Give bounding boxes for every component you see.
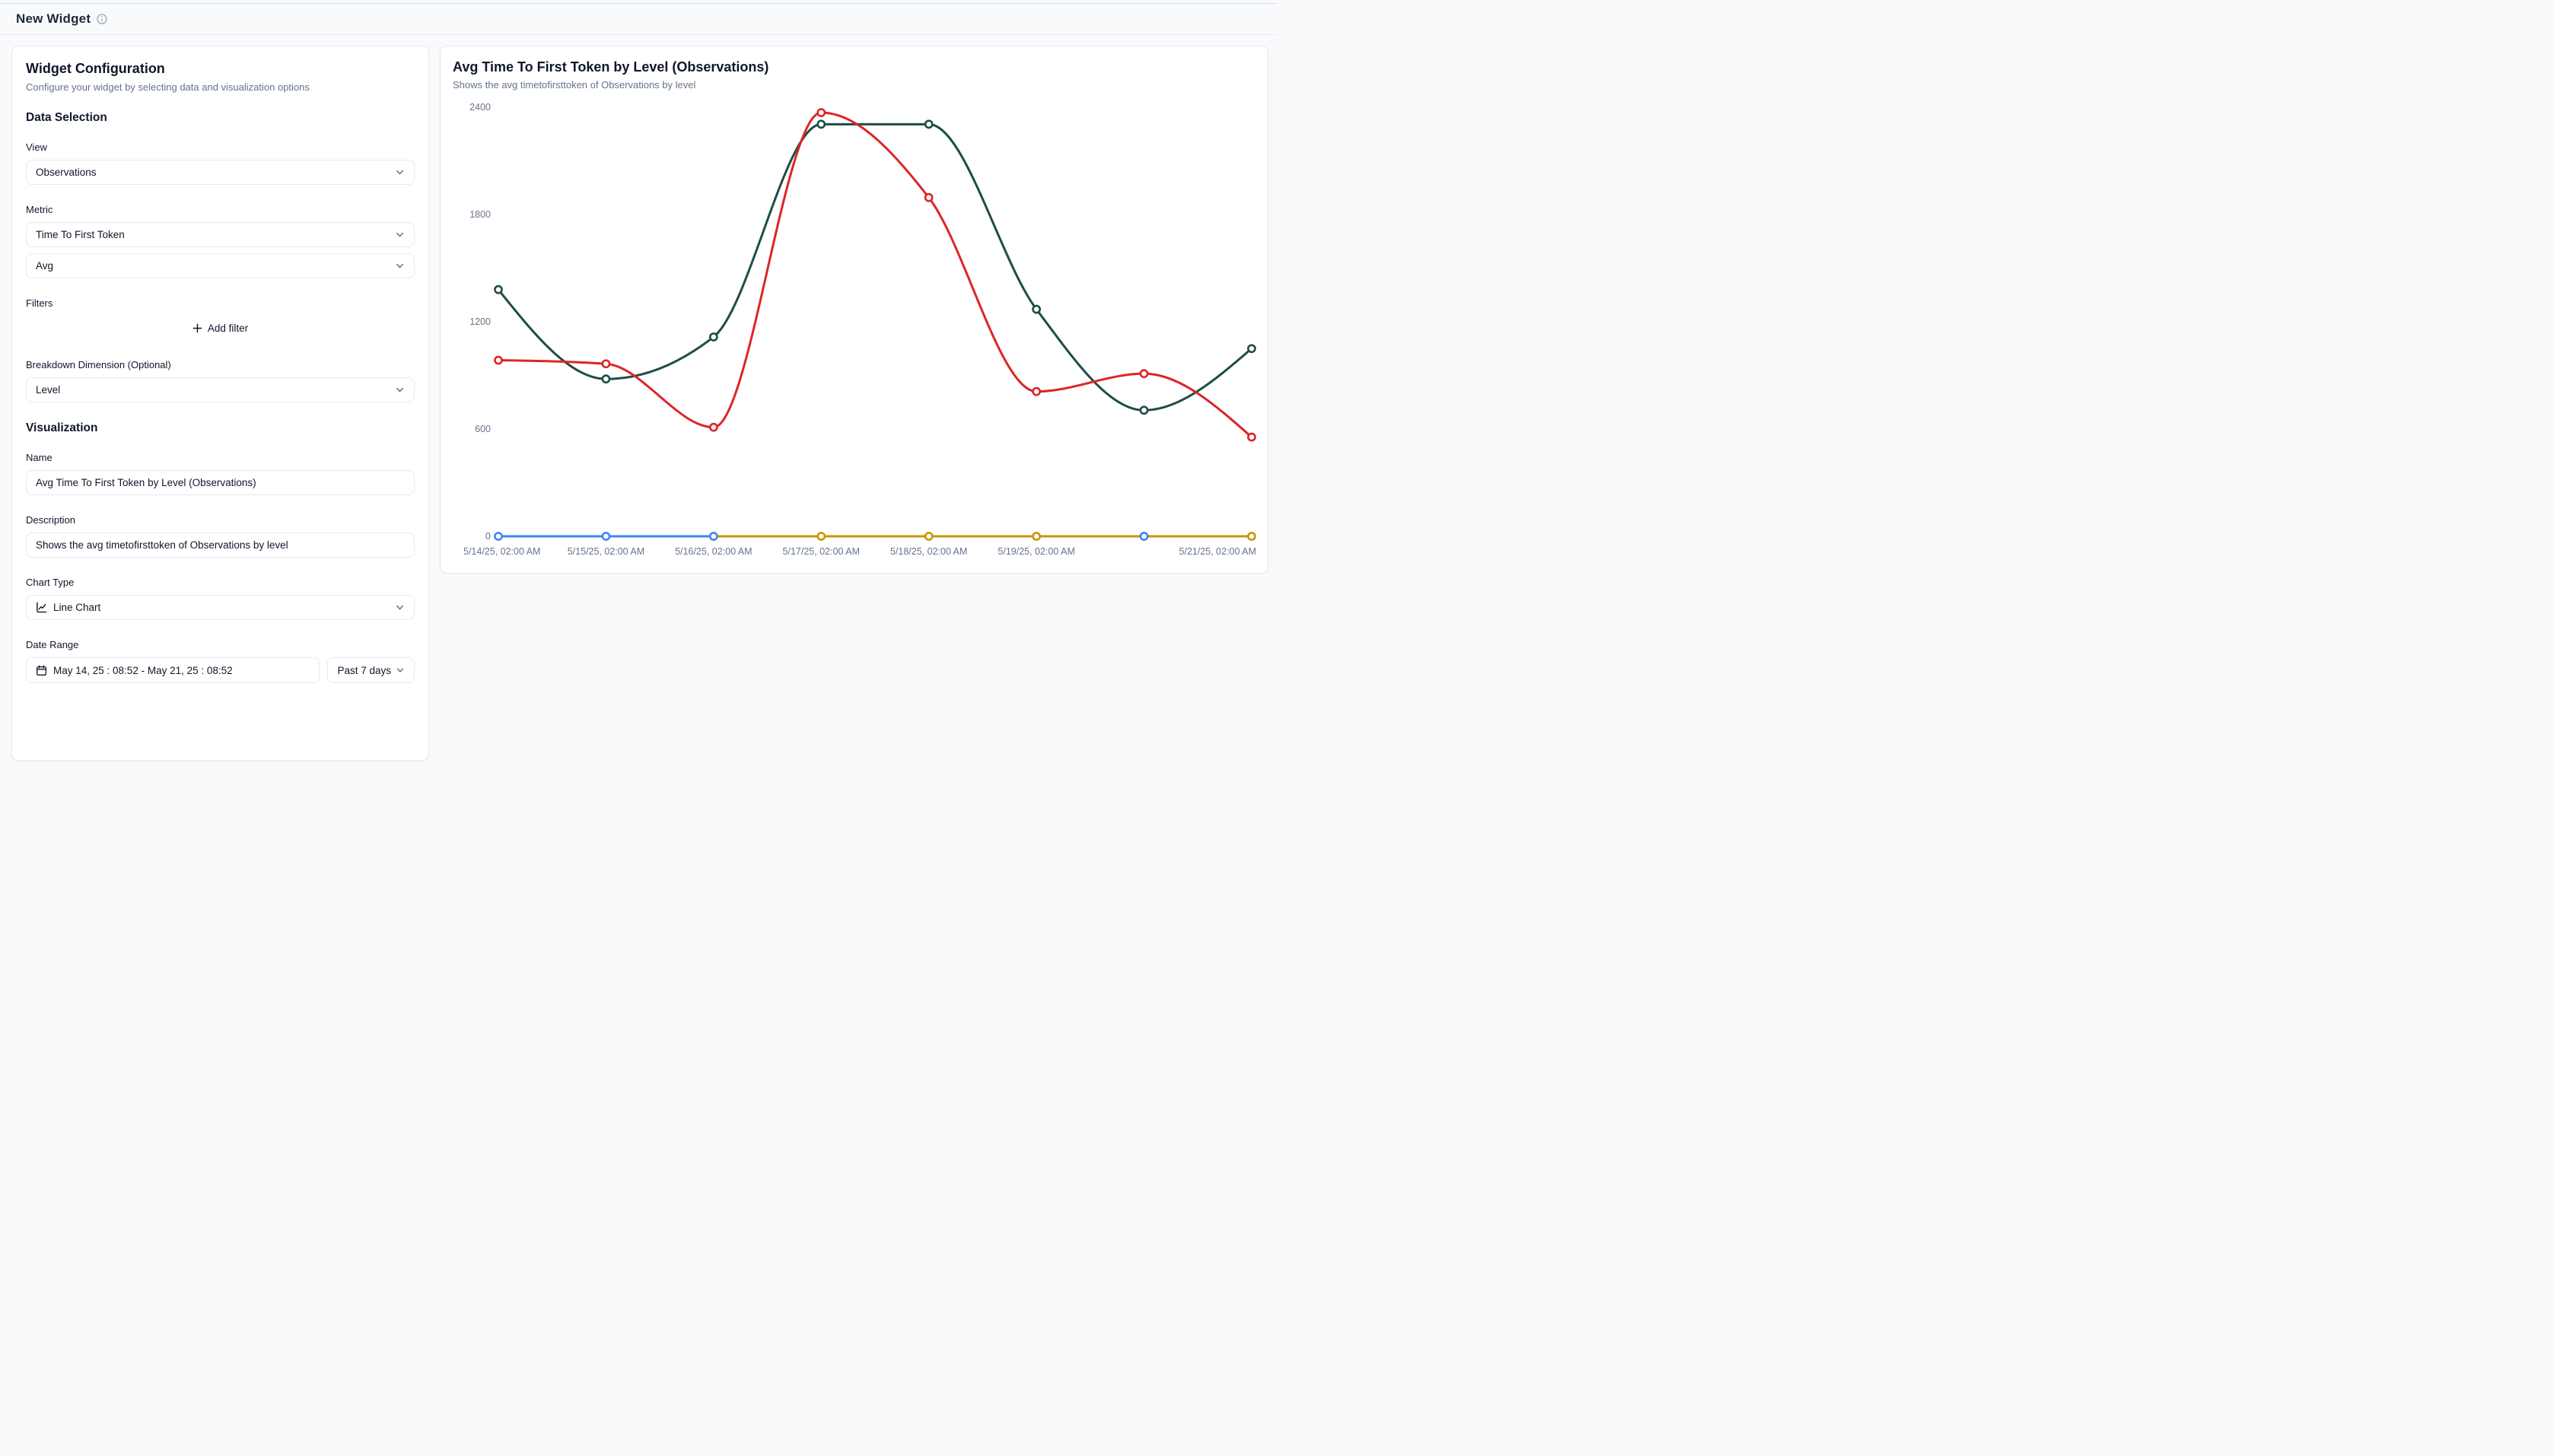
metric-select[interactable]: Time To First Token (26, 222, 415, 247)
series-red-line (498, 111, 1252, 438)
chevron-down-icon (396, 666, 405, 675)
chart-type-field: Chart Type Line Chart (26, 577, 415, 620)
x-axis-label: 5/18/25, 02:00 AM (890, 546, 967, 557)
chart-title: Avg Time To First Token by Level (Observ… (453, 59, 769, 75)
series-red-point[interactable] (1032, 386, 1042, 396)
series-blue-point[interactable] (1139, 532, 1149, 541)
series-teal-point[interactable] (1139, 405, 1149, 415)
metric-select-value: Time To First Token (36, 229, 125, 240)
chevron-down-icon (395, 230, 405, 240)
chart-preview-panel: Avg Time To First Token by Level (Observ… (440, 46, 1268, 574)
y-axis-label: 1800 (469, 209, 491, 220)
view-select[interactable]: Observations (26, 160, 415, 185)
panel-title: Widget Configuration (26, 61, 165, 76)
filters-field: Filters Add filter (26, 297, 415, 340)
section-visualization: Visualization (26, 421, 98, 434)
series-teal-point[interactable] (494, 285, 503, 294)
series-teal-point[interactable] (601, 374, 611, 384)
series-teal-line (497, 122, 1252, 412)
series-amber-point[interactable] (1032, 532, 1042, 541)
breakdown-select-value: Level (36, 384, 61, 396)
date-preset-value: Past 7 days (337, 664, 391, 676)
name-input[interactable] (26, 470, 415, 495)
add-filter-label: Add filter (207, 322, 249, 334)
view-select-value: Observations (36, 167, 97, 178)
y-axis-label: 600 (475, 424, 491, 434)
x-axis-label: 5/17/25, 02:00 AM (783, 546, 860, 557)
y-axis-label: 2400 (469, 102, 491, 113)
description-label: Description (26, 514, 76, 526)
chart-type-select[interactable]: Line Chart (26, 595, 415, 620)
x-axis-label: 5/15/25, 02:00 AM (568, 546, 644, 557)
date-range-value: May 14, 25 : 08:52 - May 21, 25 : 08:52 (53, 664, 233, 676)
date-range-button[interactable]: May 14, 25 : 08:52 - May 21, 25 : 08:52 (26, 657, 320, 683)
info-icon[interactable] (97, 14, 107, 24)
add-filter-button[interactable]: Add filter (26, 316, 415, 340)
chevron-down-icon (395, 385, 405, 395)
plus-icon (192, 323, 202, 333)
date-range-field: Date Range May 14, 25 : 08:52 - May 21, … (26, 639, 415, 683)
series-blue-point[interactable] (708, 532, 718, 541)
series-amber-point[interactable] (816, 532, 826, 541)
series-teal-point[interactable] (924, 119, 934, 129)
widget-configuration-panel: Widget Configuration Configure your widg… (11, 46, 429, 761)
x-axis-label: 5/14/25, 02:00 AM (463, 546, 540, 557)
section-data-selection: Data Selection (26, 111, 107, 124)
chart-type-select-value: Line Chart (53, 602, 101, 613)
panel-subtitle: Configure your widget by selecting data … (26, 81, 310, 93)
view-field: View Observations (26, 141, 415, 185)
breakdown-select[interactable]: Level (26, 377, 415, 402)
series-teal-point[interactable] (1032, 304, 1042, 314)
series-red-point[interactable] (816, 108, 826, 117)
series-teal-point[interactable] (1247, 344, 1256, 354)
series-blue-point[interactable] (601, 532, 611, 541)
series-red-point[interactable] (1139, 369, 1149, 379)
series-teal-point[interactable] (708, 332, 718, 342)
series-amber-point[interactable] (1247, 532, 1256, 541)
description-field: Description (26, 514, 415, 558)
metric-label: Metric (26, 204, 53, 215)
name-label: Name (26, 452, 52, 463)
series-red-point[interactable] (924, 192, 934, 202)
series-amber-point[interactable] (924, 532, 934, 541)
series-red-point[interactable] (601, 359, 611, 369)
description-input[interactable] (26, 532, 415, 558)
name-field: Name (26, 452, 415, 495)
page-title: New Widget (16, 11, 91, 26)
chevron-down-icon (395, 602, 405, 612)
series-blue-point[interactable] (494, 532, 503, 541)
calendar-icon (36, 664, 47, 676)
aggregation-select[interactable]: Avg (26, 253, 415, 278)
chart-subtitle: Shows the avg timetofirsttoken of Observ… (453, 79, 696, 91)
series-red-point[interactable] (494, 355, 503, 365)
aggregation-select-value: Avg (36, 260, 54, 272)
view-label: View (26, 141, 47, 153)
x-axis-label: 5/19/25, 02:00 AM (998, 546, 1074, 557)
y-axis-label: 1200 (469, 316, 491, 327)
breakdown-field: Breakdown Dimension (Optional) Level (26, 359, 415, 402)
series-teal-point[interactable] (816, 119, 826, 129)
date-range-label: Date Range (26, 639, 79, 650)
date-preset-button[interactable]: Past 7 days (327, 657, 415, 683)
x-axis-label: 5/21/25, 02:00 AM (1179, 546, 1256, 557)
metric-field: Metric Time To First Token Avg (26, 204, 415, 278)
chevron-down-icon (395, 261, 405, 271)
series-red-point[interactable] (708, 422, 718, 432)
chevron-down-icon (395, 167, 405, 177)
series-red-point[interactable] (1247, 432, 1256, 442)
filters-label: Filters (26, 297, 53, 309)
chart-type-label: Chart Type (26, 577, 75, 588)
y-axis-label: 0 (485, 531, 491, 542)
line-chart-svg: 0 600 1200 1800 2400 5/14/25, 02:00 AM 5/15/25… (463, 102, 1256, 557)
breakdown-label: Breakdown Dimension (Optional) (26, 359, 171, 370)
x-axis-label: 5/16/25, 02:00 AM (675, 546, 752, 557)
line-chart-icon (36, 602, 47, 613)
top-bar: New Widget (0, 3, 1278, 35)
